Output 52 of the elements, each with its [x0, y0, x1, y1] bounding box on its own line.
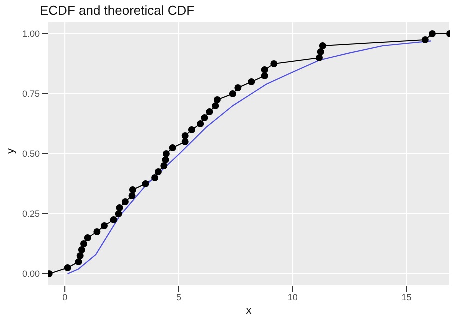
point [115, 210, 122, 218]
point [234, 84, 242, 92]
point [261, 72, 268, 80]
point [248, 78, 256, 86]
point [80, 240, 88, 248]
point [128, 192, 136, 200]
y-tick-label: 0.75 [22, 89, 40, 100]
point [110, 216, 118, 224]
y-tick-label: 0.00 [22, 269, 40, 280]
point [182, 138, 189, 146]
point [84, 234, 92, 242]
point [317, 48, 324, 56]
point [197, 120, 204, 128]
point [270, 60, 278, 68]
point [316, 54, 323, 62]
point [160, 162, 168, 170]
y-tick-label: 0.50 [22, 149, 40, 160]
point [94, 228, 101, 236]
point [422, 36, 429, 44]
point [188, 126, 196, 134]
point [129, 186, 136, 194]
point [206, 108, 214, 116]
point [116, 204, 124, 212]
point [169, 144, 176, 152]
point [100, 222, 108, 230]
point [201, 114, 208, 122]
point [162, 150, 170, 158]
y-axis-title: y [4, 148, 17, 154]
point [142, 180, 150, 188]
x-tick-label: 15 [402, 292, 412, 302]
point [214, 96, 221, 104]
point [75, 258, 82, 266]
x-tick-label: 10 [288, 292, 298, 302]
x-tick-label: 0 [62, 292, 68, 302]
y-tick-label: 1.00 [22, 29, 40, 40]
point [428, 30, 436, 38]
point [261, 66, 268, 74]
point [182, 132, 189, 140]
point [152, 174, 159, 182]
point [229, 90, 236, 98]
point [162, 156, 170, 164]
x-axis-title: x [246, 305, 252, 317]
point [78, 246, 86, 254]
x-tick-label: 5 [176, 292, 182, 302]
point [212, 102, 220, 110]
point [76, 252, 84, 260]
point [154, 168, 162, 176]
y-tick-label: 0.25 [22, 209, 40, 220]
point [64, 264, 72, 272]
point [122, 198, 129, 206]
chart-title: ECDF and theoretical CDF [40, 3, 195, 18]
point [319, 42, 326, 50]
